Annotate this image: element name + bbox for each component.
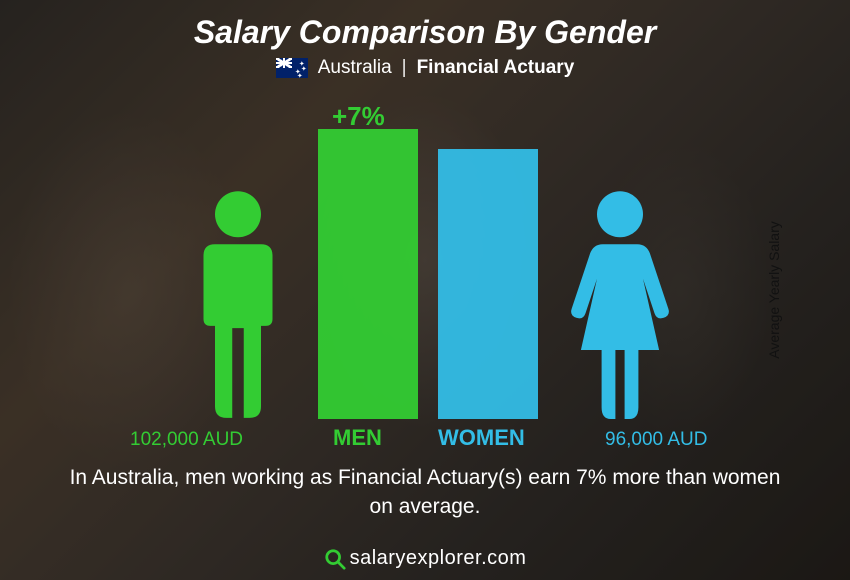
chart-area: +7% 102,000 AUD MEN WOMEN 96,000 AUD [0,89,850,459]
logo-row: salaryexplorer.com [0,547,850,570]
subtitle-separator: | [402,57,407,79]
page-title: Salary Comparison By Gender [0,14,850,51]
men-salary-label: 102,000 AUD [130,429,243,451]
women-icon [560,189,680,419]
summary-text: In Australia, men working as Financial A… [0,463,850,522]
women-salary-label: 96,000 AUD [605,429,707,451]
men-icon [178,189,298,419]
percent-diff-label: +7% [332,101,385,132]
men-bar [318,129,418,419]
subtitle-row: Australia | Financial Actuary [0,57,850,79]
magnifier-icon [324,548,346,570]
men-gender-label: MEN [333,425,382,451]
subtitle-country: Australia [318,57,392,79]
y-axis-label: Average Yearly Salary [765,221,781,359]
logo-text: salaryexplorer.com [350,547,527,569]
women-gender-label: WOMEN [438,425,525,451]
women-bar [438,149,538,419]
content-container: Salary Comparison By Gender Australia | … [0,0,850,580]
australia-flag-icon [276,58,308,78]
subtitle-job: Financial Actuary [417,57,575,79]
